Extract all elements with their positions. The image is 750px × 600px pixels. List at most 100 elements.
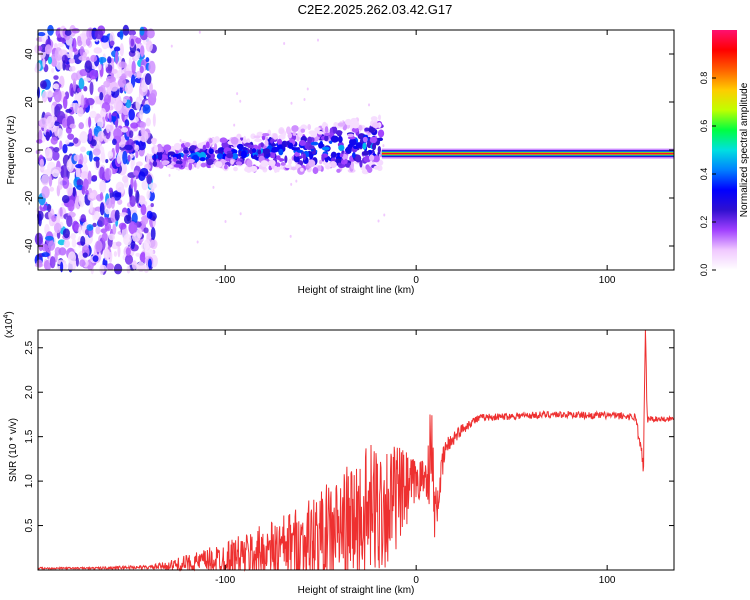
noise-blob <box>78 122 84 130</box>
trace-blob <box>336 168 341 173</box>
noise-blob <box>151 137 157 145</box>
noise-blob <box>73 137 79 144</box>
noise-blob <box>123 233 132 246</box>
noise-blob <box>146 28 155 39</box>
noise-blob <box>36 139 43 144</box>
noise-blob <box>306 87 309 91</box>
noise-blob <box>140 45 145 58</box>
noise-blob <box>53 88 62 103</box>
noise-blob <box>48 240 56 251</box>
noise-blob <box>377 219 380 223</box>
noise-blob <box>128 29 137 36</box>
noise-blob <box>128 221 138 235</box>
trace-blob <box>199 157 206 162</box>
noise-blob <box>53 83 60 90</box>
noise-blob <box>150 89 158 98</box>
noise-blob <box>130 159 134 170</box>
snr-panel: -100 0 100 0.5 1.0 1.5 2.0 2.5 Height of straig… <box>3 311 675 596</box>
noise-blob <box>57 176 64 190</box>
noise-blob <box>89 200 93 214</box>
trace-blob <box>253 135 261 139</box>
noise-blob <box>140 204 147 216</box>
trace-blob <box>184 142 191 148</box>
trace-blob <box>321 146 330 151</box>
noise-blob <box>59 207 63 217</box>
colorbar-gradient <box>712 30 737 270</box>
noise-blob <box>66 215 73 228</box>
noise-blob <box>94 29 104 40</box>
trace-blob <box>199 151 207 160</box>
noise-blob <box>99 202 105 216</box>
noise-blob <box>104 167 112 181</box>
trace-blob <box>362 136 368 143</box>
noise-blob <box>62 59 66 71</box>
noise-blob <box>40 80 47 90</box>
noise-blob <box>57 127 63 139</box>
noise-blob <box>114 209 120 221</box>
noise-blob <box>135 189 140 204</box>
spectrogram-panel: -100 0 100 -40 -20 0 20 40 Height of straight l… <box>6 24 675 296</box>
noise-blob <box>89 69 99 80</box>
trace-blob <box>286 126 291 135</box>
noise-blob <box>53 75 59 80</box>
noise-blob <box>65 139 70 145</box>
trace-blob <box>338 144 345 151</box>
x-tick-label: 100 <box>599 275 616 286</box>
noise-blob <box>79 259 86 267</box>
trace-blob <box>257 149 262 155</box>
noise-blob <box>146 210 153 219</box>
trace-blob <box>260 160 269 168</box>
noise-blob <box>101 232 108 242</box>
snr-y-axis-label: SNR (10 * v/v) <box>8 418 19 482</box>
noise-blob <box>88 116 92 128</box>
noise-blob <box>135 150 139 159</box>
trace-blob <box>355 154 362 163</box>
noise-blob <box>119 86 124 94</box>
trace-blob <box>318 142 324 149</box>
noise-blob <box>127 154 131 162</box>
noise-blob <box>133 170 140 176</box>
trace-blob <box>366 166 373 173</box>
noise-blob <box>111 68 118 74</box>
noise-blob <box>46 115 55 128</box>
noise-blob <box>70 87 74 97</box>
trace-blob <box>339 153 344 158</box>
noise-blob <box>64 29 72 36</box>
noise-blob <box>80 146 86 153</box>
noise-blob <box>141 180 149 191</box>
trace-blob <box>324 156 329 163</box>
colorbar-tick-label: 0.0 <box>699 264 709 277</box>
trace-blob <box>373 165 380 170</box>
trace-blob <box>216 153 223 160</box>
y-tick-label: 2.5 <box>24 340 35 354</box>
noise-blob <box>71 27 80 34</box>
noise-blob <box>113 99 123 112</box>
noise-blob <box>170 44 173 48</box>
noise-blob <box>89 81 94 95</box>
noise-blob <box>49 256 56 269</box>
noise-blob <box>239 212 242 216</box>
trace-blob <box>271 146 280 152</box>
chart-title: C2E2.2025.262.03.42.G17 <box>298 2 453 17</box>
trace-blob <box>233 166 238 172</box>
noise-blob <box>78 55 88 61</box>
noise-blob <box>139 167 149 177</box>
noise-blob <box>121 73 127 80</box>
noise-blob <box>85 38 91 46</box>
noise-blob <box>233 123 236 127</box>
y-tick-label: 2.0 <box>24 385 35 399</box>
trace-blob <box>294 151 300 157</box>
noise-blob <box>131 60 136 75</box>
noise-blob <box>51 58 58 68</box>
noise-blob <box>125 247 131 257</box>
trace-blob <box>324 135 329 142</box>
noise-blob <box>51 169 60 178</box>
noise-blob <box>116 198 123 205</box>
noise-blob <box>39 117 49 128</box>
noise-blob <box>117 77 127 88</box>
trace-blob <box>286 140 290 146</box>
noise-blob <box>133 144 140 152</box>
colorbar-tick-label: 0.4 <box>699 168 709 181</box>
trace-blob <box>359 159 363 168</box>
